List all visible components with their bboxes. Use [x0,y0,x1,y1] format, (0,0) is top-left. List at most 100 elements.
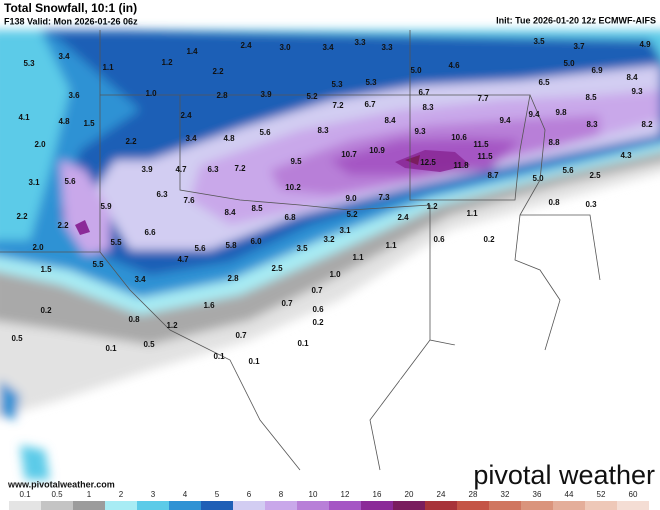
snowfall-label: 5.0 [563,59,575,68]
snowfall-label: 10.7 [341,150,357,159]
colorbar-swatch [361,501,393,510]
snowfall-label: 6.3 [207,165,219,174]
snowfall-label: 8.8 [548,138,560,147]
snowfall-label: 2.2 [57,221,69,230]
snowfall-label: 11.8 [453,161,469,170]
snowfall-label: 8.3 [317,126,329,135]
snowfall-label: 8.3 [586,120,598,129]
snowfall-label: 0.7 [311,286,323,295]
snowfall-label: 3.9 [260,90,272,99]
colorbar-swatch [425,501,457,510]
snowfall-label: 8.5 [251,204,263,213]
snowfall-label: 4.3 [620,151,632,160]
colorbar-swatch [521,501,553,510]
snowfall-label: 7.6 [183,196,195,205]
snowfall-label: 9.3 [631,87,643,96]
snowfall-label: 4.7 [175,165,187,174]
init-time: Init: Tue 2026-01-20 12z ECMWF-AIFS [496,15,656,25]
snowfall-label: 8.3 [422,103,434,112]
snowfall-label: 3.1 [28,178,40,187]
snowfall-label: 8.4 [224,208,236,217]
snowfall-label: 0.1 [213,352,225,361]
snowfall-labels: 3.4 5.3 1.4 2.4 3.0 3.4 3.3 3.3 3.5 3.7 4.9 1.1 1.2 2… [11,37,653,366]
snowfall-label: 2.8 [216,91,228,100]
header-bar [0,0,660,30]
colorbar-swatch [617,501,649,510]
brand-logo: pivotal weather [473,460,655,490]
snowfall-label: 6.5 [538,78,550,87]
snowfall-label: 5.6 [562,166,574,175]
colorbar: 0.1 0.5 1 2 3 4 5 6 8 10 12 16 20 24 28 32 36 44 52 60 [0,490,660,510]
snowfall-label: 10.9 [369,146,385,155]
snowfall-label: 0.7 [235,331,247,340]
colorbar-label: 20 [405,490,414,499]
snowfall-label: 3.5 [296,244,308,253]
colorbar-swatch [329,501,361,510]
snowfall-label: 2.2 [125,137,137,146]
colorbar-label: 8 [279,490,284,499]
snowfall-label: 8.2 [641,120,653,129]
snowfall-label: 2.2 [16,212,28,221]
snowfall-label: 2.4 [397,213,409,222]
snowfall-label: 3.9 [141,165,153,174]
snowfall-label: 0.8 [548,198,560,207]
colorbar-swatch [585,501,617,510]
title: Total Snowfall, 10:1 (in) [4,1,137,15]
snowfall-label: 2.8 [227,274,239,283]
snowfall-label: 4.8 [223,134,235,143]
snowfall-label: 2.5 [271,264,283,273]
colorbar-swatch [393,501,425,510]
snowfall-label: 6.0 [250,237,262,246]
colorbar-label: 36 [533,490,542,499]
snowfall-label: 1.2 [161,58,173,67]
snowfall-label: 0.8 [128,315,140,324]
snowfall-label: 6.7 [418,88,430,97]
snowfall-label: 1.4 [186,47,198,56]
snowfall-label: 9.4 [528,110,540,119]
snowfall-label: 5.9 [100,202,112,211]
snowfall-label: 9.5 [290,157,302,166]
snowfall-label: 5.8 [225,241,237,250]
snowfall-label: 1.1 [352,253,364,262]
colorbar-swatch [105,501,137,510]
snowfall-label: 1.2 [166,321,178,330]
snowfall-label: 3.3 [354,38,366,47]
snowfall-label: 3.6 [68,91,80,100]
snowfall-label: 8.7 [487,171,499,180]
colorbar-swatch [233,501,265,510]
snowfall-label: 3.5 [533,37,545,46]
colorbar-label: 3 [151,490,156,499]
snowfall-label: 9.0 [345,194,357,203]
snowfall-label: 6.8 [284,213,296,222]
snowfall-label: 0.2 [312,318,324,327]
snowfall-label: 5.6 [194,244,206,253]
snowfall-label: 0.2 [40,306,52,315]
snowfall-label: 1.1 [102,63,114,72]
snowfall-label: 7.3 [378,193,390,202]
colorbar-label: 4 [183,490,188,499]
snowfall-label: 5.3 [365,78,377,87]
snowfall-label: 11.5 [473,140,489,149]
snowfall-label: 7.7 [477,94,489,103]
snowfall-label: 0.2 [483,235,495,244]
colorbar-label: 44 [565,490,574,499]
snowfall-label: 0.5 [143,340,155,349]
snowfall-label: 4.9 [639,40,651,49]
snowfall-label: 0.5 [11,334,23,343]
colorbar-swatch [9,501,41,510]
snowfall-label: 2.4 [240,41,252,50]
colorbar-swatch [457,501,489,510]
snowfall-label: 4.6 [448,61,460,70]
colorbar-label: 6 [247,490,252,499]
snowfall-label: 5.3 [23,59,35,68]
snowfall-label: 9.8 [555,108,567,117]
snowfall-label: 0.1 [297,339,309,348]
snowfall-label: 1.1 [385,241,397,250]
colorbar-swatch [41,501,73,510]
colorbar-swatch [553,501,585,510]
colorbar-swatch [137,501,169,510]
snowfall-label: 6.7 [364,100,376,109]
colorbar-label: 10 [309,490,318,499]
snowfall-label: 1.5 [83,119,95,128]
